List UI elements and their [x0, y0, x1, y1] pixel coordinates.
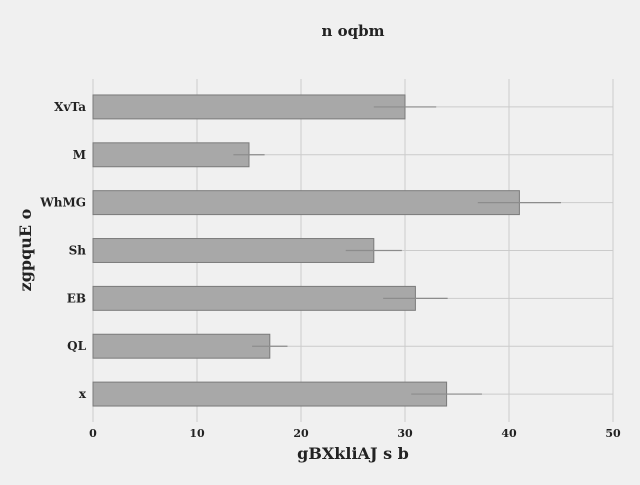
- y-tick-label: Sh: [69, 244, 87, 258]
- chart-title: n oqbm: [322, 22, 385, 40]
- y-tick-label: EB: [67, 291, 86, 305]
- x-axis-title: gBXkliAJ s b: [297, 444, 409, 463]
- y-tick-label: XvTa: [54, 100, 86, 114]
- x-tick-label: 20: [293, 427, 309, 440]
- y-tick-label: M: [73, 148, 86, 162]
- x-tick-label: 40: [501, 427, 517, 440]
- y-tick-label: WhMG: [39, 196, 86, 210]
- x-tick-labels: 0 10 20 30 40 50: [89, 427, 621, 440]
- bar: [92, 190, 520, 216]
- x-tick-label: 0: [89, 427, 97, 440]
- bar: [92, 94, 406, 120]
- x-tick-label: 50: [605, 427, 621, 440]
- x-tick-label: 10: [189, 427, 205, 440]
- y-tick-label: x: [79, 387, 87, 401]
- bar: [92, 142, 250, 168]
- y-axis-title: zgpquE o: [16, 208, 35, 291]
- y-tick-label: QL: [67, 339, 86, 353]
- bars: [92, 94, 520, 407]
- y-tick-labels: XvTa M WhMG Sh EB QL x: [39, 100, 87, 401]
- error-bars: [233, 106, 561, 395]
- bar: [92, 238, 375, 263]
- bar: [92, 381, 448, 407]
- bar: [92, 333, 271, 359]
- bar: [92, 285, 416, 311]
- x-tick-label: 30: [397, 427, 413, 440]
